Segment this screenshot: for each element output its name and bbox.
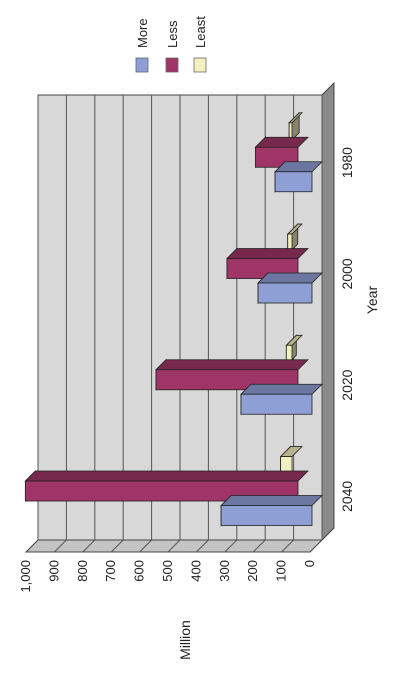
legend-swatch-least bbox=[193, 57, 207, 73]
value-tick-label: 600 bbox=[132, 560, 147, 582]
x-axis-title: Year bbox=[364, 286, 380, 315]
value-tick-label: 200 bbox=[245, 560, 260, 582]
gridline-depth bbox=[54, 539, 67, 553]
floor bbox=[321, 81, 335, 542]
legend-swatch-more bbox=[135, 57, 149, 73]
category-label: 2000 bbox=[339, 258, 355, 289]
legend-swatch-less bbox=[165, 57, 179, 73]
value-tick-label: 800 bbox=[75, 560, 90, 582]
value-tick-label: 0 bbox=[302, 560, 317, 567]
gridline-depth bbox=[224, 539, 238, 553]
gridline-depth bbox=[25, 539, 39, 553]
bar-less bbox=[24, 480, 299, 502]
gridline-depth bbox=[196, 539, 209, 553]
gridline-depth bbox=[110, 539, 124, 553]
bar-more bbox=[257, 282, 313, 304]
value-tick-label: 400 bbox=[188, 560, 203, 582]
category-label: 2020 bbox=[339, 369, 355, 400]
bar-more bbox=[220, 505, 313, 526]
bar-depth-face bbox=[240, 383, 323, 395]
bar-depth-face bbox=[257, 272, 323, 284]
y-axis-title: Million bbox=[177, 620, 193, 660]
gridline-depth bbox=[82, 539, 96, 553]
bar-depth-face bbox=[220, 495, 323, 506]
bar-more bbox=[240, 393, 313, 415]
legend-label-less: Less bbox=[165, 20, 180, 48]
legend-label-more: More bbox=[135, 18, 150, 48]
gridline-depth bbox=[167, 539, 181, 553]
value-tick-label: 900 bbox=[46, 560, 61, 582]
category-label: 2040 bbox=[339, 481, 355, 512]
category-label: 1980 bbox=[339, 147, 355, 178]
bar-depth-face bbox=[155, 359, 309, 371]
value-tick-label: 500 bbox=[160, 560, 175, 582]
value-tick-label: 1,000 bbox=[18, 560, 33, 593]
gridline-depth bbox=[139, 539, 152, 553]
value-tick-label: 700 bbox=[103, 560, 118, 582]
bar-more bbox=[274, 171, 313, 193]
gridline-depth bbox=[281, 539, 294, 553]
bar-depth-face bbox=[226, 248, 309, 259]
legend-label-least: Least bbox=[193, 16, 208, 48]
gridline-depth bbox=[252, 539, 266, 553]
value-tick-label: 100 bbox=[274, 560, 289, 582]
bar-depth-face bbox=[24, 470, 309, 482]
value-tick-label: 300 bbox=[217, 560, 232, 582]
gridline-depth bbox=[309, 539, 323, 553]
